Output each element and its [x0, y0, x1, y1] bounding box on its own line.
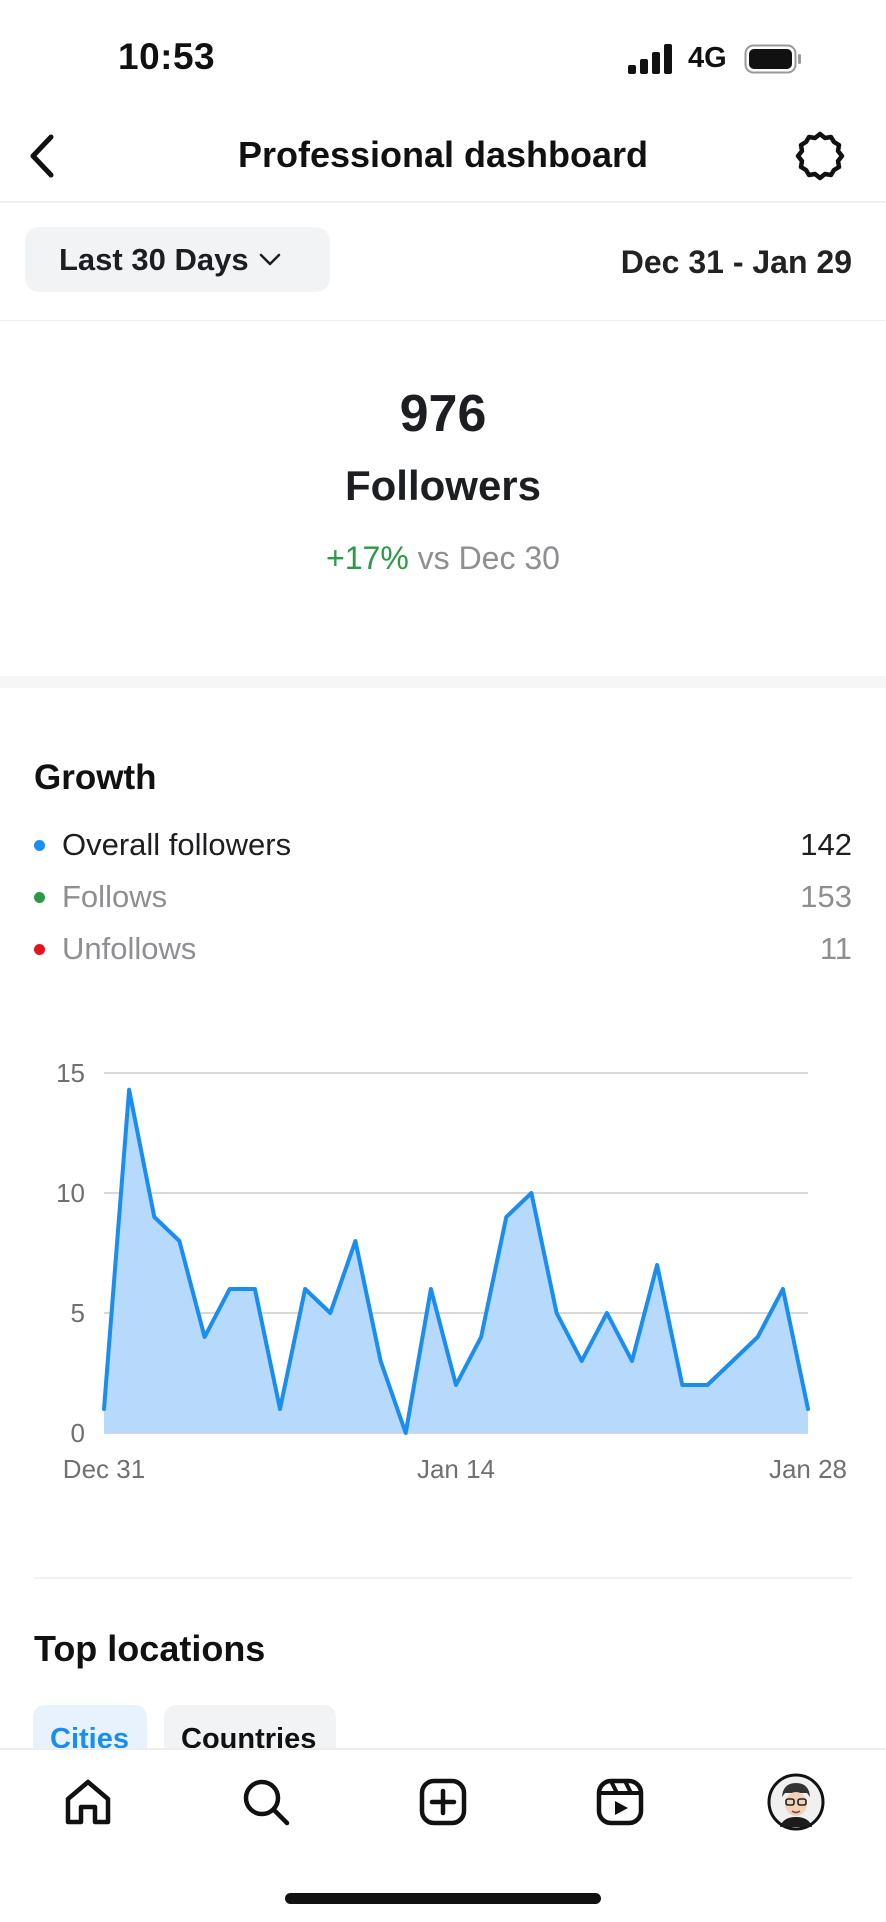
date-range-dropdown[interactable]: Last 30 Days	[25, 227, 330, 292]
battery-icon	[744, 44, 801, 74]
chevron-down-icon	[259, 253, 280, 265]
legend-dot-unfollows	[34, 943, 45, 955]
back-button[interactable]	[24, 128, 60, 184]
growth-chart: 0 5 10 15 Dec 31 Jan 14 Jan 28	[56, 1058, 847, 1484]
nav-create[interactable]	[413, 1772, 473, 1832]
create-icon	[419, 1778, 467, 1826]
series-area	[104, 1089, 808, 1433]
network-type: 4G	[688, 42, 727, 74]
legend-value-overall: 142	[800, 827, 852, 862]
gear-icon	[795, 131, 845, 181]
legend-label-unfollows: Unfollows	[62, 931, 197, 966]
legend-value-follows: 153	[800, 879, 852, 914]
settings-button[interactable]	[794, 130, 846, 182]
header-divider	[0, 201, 886, 203]
section-divider	[34, 1577, 852, 1579]
reels-icon	[596, 1778, 644, 1826]
status-time: 10:53	[118, 36, 216, 77]
growth-title: Growth	[34, 758, 157, 797]
followers-change: +17% vs Dec 30	[0, 540, 886, 577]
date-range-selected: Last 30 Days	[59, 241, 249, 277]
home-icon	[65, 1779, 111, 1825]
legend-unfollows: Unfollows 11	[34, 928, 852, 970]
y-tick-label-10: 10	[56, 1178, 85, 1208]
legend-overall: Overall followers 142	[34, 824, 852, 866]
nav-home[interactable]	[58, 1772, 118, 1832]
top-locations-title: Top locations	[34, 1628, 266, 1669]
section-separator	[0, 676, 886, 688]
date-range-text: Dec 31 - Jan 29	[620, 244, 852, 280]
followers-count: 976	[399, 385, 487, 443]
x-tick-label-1: Jan 14	[417, 1454, 495, 1484]
signal-icon	[628, 44, 674, 74]
nav-profile[interactable]	[766, 1772, 826, 1832]
followers-label: Followers	[344, 462, 542, 509]
nav-search[interactable]	[236, 1772, 296, 1832]
chevron-left-icon	[30, 134, 54, 178]
legend-value-unfollows: 11	[819, 931, 852, 966]
home-indicator	[285, 1893, 601, 1904]
search-icon	[243, 1779, 290, 1826]
y-tick-label-15: 15	[56, 1058, 85, 1088]
legend-dot-follows	[34, 891, 45, 903]
legend-label-follows: Follows	[62, 879, 168, 914]
legend-label-overall: Overall followers	[62, 827, 292, 862]
profile-avatar	[767, 1773, 825, 1831]
x-tick-label-0: Dec 31	[63, 1454, 145, 1484]
change-percent: +17%	[326, 540, 409, 576]
nav-reels[interactable]	[590, 1772, 650, 1832]
series-line	[102, 1087, 810, 1435]
y-tick-label-5: 5	[71, 1298, 85, 1328]
legend-dot-overall	[34, 839, 45, 851]
page-title: Professional dashboard	[237, 134, 649, 175]
x-tick-label-2: Jan 28	[769, 1454, 847, 1484]
y-tick-label-0: 0	[71, 1418, 85, 1448]
legend-follows: Follows 153	[34, 876, 852, 918]
range-divider	[0, 320, 886, 321]
change-compare: vs Dec 30	[417, 540, 560, 576]
